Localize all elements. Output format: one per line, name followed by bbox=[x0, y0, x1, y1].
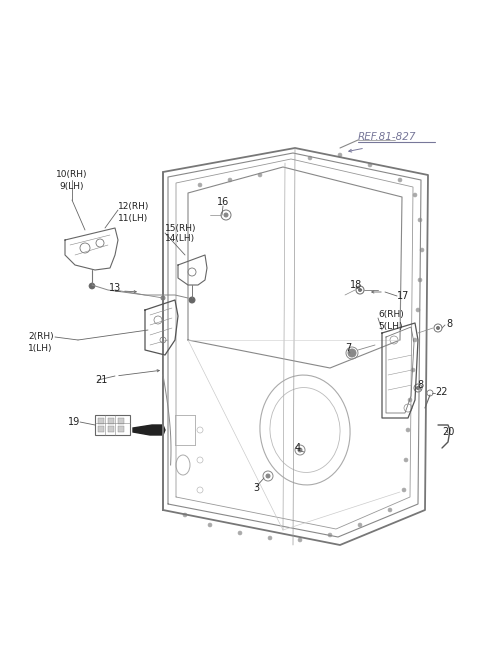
Text: 12(RH): 12(RH) bbox=[118, 203, 149, 211]
Circle shape bbox=[358, 523, 362, 527]
Circle shape bbox=[418, 278, 422, 282]
Circle shape bbox=[388, 508, 392, 512]
Circle shape bbox=[411, 368, 415, 372]
Circle shape bbox=[338, 153, 342, 157]
Circle shape bbox=[417, 386, 420, 390]
Bar bbox=[95, 415, 130, 435]
Circle shape bbox=[89, 283, 95, 289]
Circle shape bbox=[266, 474, 270, 478]
Polygon shape bbox=[133, 425, 165, 435]
Circle shape bbox=[161, 296, 165, 300]
Bar bbox=[98, 418, 104, 424]
Circle shape bbox=[418, 218, 422, 222]
Circle shape bbox=[189, 297, 195, 303]
Circle shape bbox=[413, 338, 417, 342]
Text: 17: 17 bbox=[397, 291, 409, 301]
Circle shape bbox=[416, 308, 420, 312]
Text: 16: 16 bbox=[217, 197, 229, 207]
Text: 19: 19 bbox=[68, 417, 80, 427]
Text: 13: 13 bbox=[109, 283, 121, 293]
Circle shape bbox=[308, 156, 312, 160]
Text: 21: 21 bbox=[95, 375, 108, 385]
Circle shape bbox=[298, 448, 302, 452]
Circle shape bbox=[268, 536, 272, 540]
Circle shape bbox=[420, 248, 424, 252]
Circle shape bbox=[398, 178, 402, 182]
Circle shape bbox=[298, 538, 302, 542]
Text: 6(RH): 6(RH) bbox=[378, 310, 404, 319]
Text: 3: 3 bbox=[253, 483, 259, 493]
Circle shape bbox=[228, 178, 232, 182]
Text: 14(LH): 14(LH) bbox=[165, 234, 195, 243]
Text: 18: 18 bbox=[350, 280, 362, 290]
Text: 1(LH): 1(LH) bbox=[28, 344, 52, 352]
Text: 9(LH): 9(LH) bbox=[60, 182, 84, 190]
Text: 5(LH): 5(LH) bbox=[378, 321, 403, 331]
Text: REF.81-827: REF.81-827 bbox=[358, 132, 417, 142]
Circle shape bbox=[404, 458, 408, 462]
Circle shape bbox=[359, 289, 361, 291]
Text: 4: 4 bbox=[295, 443, 301, 453]
Circle shape bbox=[183, 513, 187, 517]
Text: 7: 7 bbox=[345, 343, 351, 353]
Text: 11(LH): 11(LH) bbox=[118, 213, 148, 222]
Text: 8: 8 bbox=[446, 319, 452, 329]
Text: 15(RH): 15(RH) bbox=[165, 224, 196, 232]
Bar bbox=[118, 426, 124, 432]
Circle shape bbox=[258, 173, 262, 177]
Circle shape bbox=[224, 213, 228, 217]
Circle shape bbox=[406, 428, 410, 432]
Circle shape bbox=[402, 488, 406, 492]
Text: 22: 22 bbox=[435, 387, 447, 397]
Circle shape bbox=[436, 327, 440, 329]
Text: 2(RH): 2(RH) bbox=[28, 333, 54, 342]
Bar bbox=[118, 418, 124, 424]
Circle shape bbox=[413, 193, 417, 197]
Bar bbox=[108, 426, 114, 432]
Circle shape bbox=[368, 163, 372, 167]
Text: 10(RH): 10(RH) bbox=[56, 171, 88, 180]
Circle shape bbox=[238, 531, 242, 535]
Circle shape bbox=[348, 349, 356, 357]
Bar bbox=[108, 418, 114, 424]
Circle shape bbox=[328, 533, 332, 537]
Circle shape bbox=[208, 523, 212, 527]
Text: 20: 20 bbox=[442, 427, 454, 437]
Text: 8: 8 bbox=[417, 380, 423, 390]
Circle shape bbox=[408, 398, 412, 402]
Circle shape bbox=[198, 183, 202, 187]
Bar bbox=[98, 426, 104, 432]
